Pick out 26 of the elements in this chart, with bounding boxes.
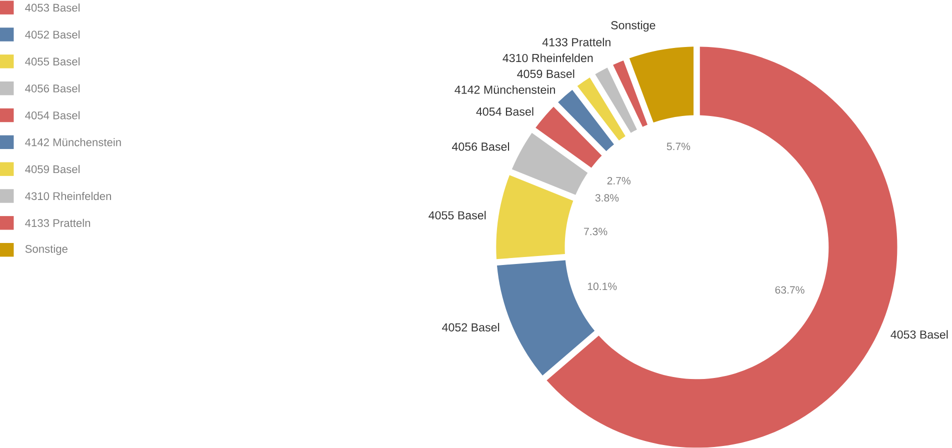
slice-label: 4056 Basel (452, 142, 510, 151)
slice-label: 4053 Basel (890, 330, 948, 339)
legend-label: 4054 Basel (25, 111, 80, 120)
slice-label: Sonstige (611, 20, 656, 32)
data-label: 3.8% (595, 194, 619, 202)
legend-label: 4052 Basel (25, 30, 80, 39)
legend-label: 4059 Basel (25, 165, 80, 174)
slice-label: 4055 Basel (428, 211, 486, 220)
legend-label: 4142 Münchenstein (25, 138, 121, 146)
slice-label: 4133 Pratteln (542, 38, 610, 46)
legend-label: Sonstige (25, 244, 68, 256)
data-label: 63.7% (775, 286, 804, 294)
slice-label: 4310 Rheinfelden (502, 54, 593, 62)
legend-label: 4055 Basel (25, 57, 80, 66)
data-label: 2.7% (607, 177, 631, 185)
slice-label: 4059 Basel (517, 70, 574, 78)
data-label: 10.1% (588, 282, 617, 290)
legend-label: 4310 Rheinfelden (25, 192, 111, 200)
slice-label: 4054 Basel (476, 107, 534, 116)
legend-label: 4053 Basel (25, 4, 80, 12)
data-label: 5.7% (666, 142, 690, 150)
legend-label: 4056 Basel (25, 84, 80, 93)
slice-label: 4142 Münchenstein (454, 85, 555, 94)
data-label: 7.3% (584, 228, 608, 236)
slice-label: 4052 Basel (442, 323, 500, 332)
legend-label: 4133 Pratteln (25, 218, 90, 228)
